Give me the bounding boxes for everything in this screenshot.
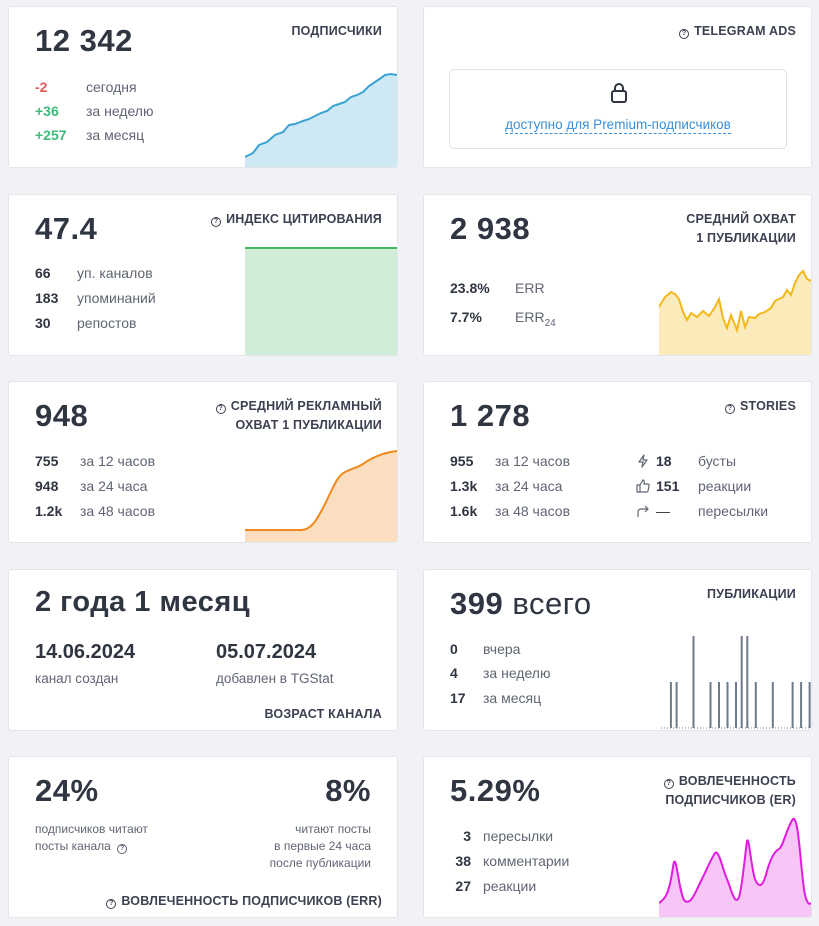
telegram-ads-title: ? TELEGRAM ADS — [679, 22, 796, 41]
stories-48h: 1.6k за 48 часов — [450, 503, 571, 519]
added-date: 05.07.2024 — [216, 641, 317, 663]
subscribers-title: ПОДПИСЧИКИ — [291, 24, 382, 38]
publications-bar-chart — [661, 636, 811, 729]
citation-index-value: 47.4 — [35, 211, 98, 246]
citation-mentions: 183 упоминаний — [35, 290, 156, 306]
stories-12h: 955 за 12 часов — [450, 453, 571, 469]
er-title: ? ВОВЛЕЧЕННОСТЬ ПОДПИСЧИКОВ (ER) — [663, 774, 796, 807]
ad-reach-48h: 1.2k за 48 часов — [35, 503, 156, 519]
subscribers-sparkline — [245, 72, 397, 167]
stories-title: ? STORIES — [724, 397, 796, 416]
publication-bar — [718, 682, 720, 728]
publication-bar — [726, 682, 729, 728]
ad-reach-24h: 948 за 24 часа — [35, 478, 148, 494]
channel-age-footer: ВОЗРАСТ КАНАЛА — [264, 707, 382, 721]
read-percent: 24% — [35, 773, 99, 808]
ad-reach-card[interactable]: 948 ? СРЕДНИЙ РЕКЛАМНЫЙ ОХВАТ 1 ПУБЛИКАЦИИ… — [8, 381, 398, 543]
info-icon[interactable]: ? — [211, 217, 222, 227]
citation-index-title: ? ИНДЕКС ЦИТИРОВАНИЯ — [211, 210, 382, 229]
publications-card[interactable]: 399 всего ПУБЛИКАЦИИ 0 вчера 4 за неделю 1… — [423, 569, 812, 731]
publication-bar — [771, 682, 774, 728]
citation-reposts: 30 репостов — [35, 315, 137, 331]
premium-lock-box: доступно для Premium-подписчиков — [449, 69, 787, 149]
telegram-ads-card: ? TELEGRAM ADS доступно для Premium-подпи… — [423, 6, 812, 168]
er-forwards: 3 пересылки — [463, 828, 554, 844]
forward-icon — [637, 505, 649, 517]
stories-card[interactable]: 1 278 ? STORIES 955 за 12 часов 1.3k за 24 … — [423, 381, 812, 543]
ad-reach-chart — [245, 450, 397, 542]
er-value: 5.29% — [450, 773, 541, 808]
info-icon[interactable]: ? — [106, 899, 117, 909]
lock-icon — [611, 83, 627, 103]
average-reach-sparkline — [659, 269, 811, 355]
citation-chart — [245, 247, 397, 355]
publications-title: ПУБЛИКАЦИИ — [707, 587, 796, 601]
publications-week: 4 за неделю — [450, 665, 551, 681]
read-percent-description: подписчиков читают посты канала ? — [35, 822, 148, 854]
publication-bar — [746, 636, 749, 728]
average-reach-title: СРЕДНИЙ ОХВАТ 1 ПУБЛИКАЦИИ — [686, 212, 796, 245]
publication-bar — [709, 682, 712, 728]
publication-bar — [808, 682, 811, 728]
publication-bar — [800, 682, 803, 728]
publications-yesterday: 0 вчера — [450, 641, 521, 657]
publication-bar — [692, 636, 695, 728]
stories-reactions: 151 реакции — [636, 478, 751, 494]
err24-row: 7.7% ERR24 — [450, 309, 556, 329]
info-icon[interactable]: ? — [724, 404, 735, 414]
subscribers-count: 12 342 — [35, 23, 133, 58]
err-row: 23.8% ERR — [450, 280, 545, 296]
err-engagement-card[interactable]: 24% 8% подписчиков читают посты канала ?… — [8, 756, 398, 918]
read-24h-description: читают посты в первые 24 часа после публ… — [269, 822, 371, 870]
created-label: канал создан — [35, 671, 119, 686]
publication-bar — [735, 682, 737, 728]
citation-channels: 66 уп. каналов — [35, 265, 153, 281]
info-icon[interactable]: ? — [215, 404, 226, 414]
premium-link[interactable]: доступно для Premium-подписчиков — [505, 117, 731, 134]
citation-index-card[interactable]: 47.4 ? ИНДЕКС ЦИТИРОВАНИЯ 66 уп. каналов 1… — [8, 194, 398, 356]
channel-age-card: 2 года 1 месяц 14.06.2024 канал создан 0… — [8, 569, 398, 731]
added-label: добавлен в TGStat — [216, 671, 334, 686]
publications-value: 399 всего — [450, 586, 592, 621]
er-reactions: 27 реакции — [455, 878, 537, 894]
er-sparkline — [659, 817, 811, 917]
average-reach-card[interactable]: 2 938 СРЕДНИЙ ОХВАТ 1 ПУБЛИКАЦИИ 23.8% ERR… — [423, 194, 812, 356]
er-card[interactable]: 5.29% ? ВОВЛЕЧЕННОСТЬ ПОДПИСЧИКОВ (ER) 3 пе… — [423, 756, 812, 918]
stories-forwards: — пересылки — [636, 503, 768, 519]
er-comments: 38 комментарии — [455, 853, 570, 869]
publication-bar — [675, 682, 678, 728]
stories-24h: 1.3k за 24 часа — [450, 478, 563, 494]
info-icon[interactable]: ? — [117, 844, 128, 854]
subscribers-card[interactable]: 12 342 ПОДПИСЧИКИ -2 сегодня +36 за неделю… — [8, 6, 398, 168]
publication-bar — [791, 682, 794, 728]
publication-bar — [669, 682, 672, 728]
publication-bar — [754, 682, 757, 728]
ad-reach-12h: 755 за 12 часов — [35, 453, 156, 469]
channel-age-value: 2 года 1 месяц — [35, 586, 251, 618]
average-reach-value: 2 938 — [450, 211, 531, 246]
info-icon[interactable]: ? — [663, 779, 674, 789]
subscribers-month: +257 за месяц — [35, 127, 145, 143]
err-engagement-footer: ? ВОВЛЕЧЕННОСТЬ ПОДПИСЧИКОВ (ERR) — [106, 892, 382, 911]
lightning-icon — [638, 454, 648, 468]
stories-value: 1 278 — [450, 398, 531, 433]
created-date: 14.06.2024 — [35, 641, 136, 663]
info-icon[interactable]: ? — [679, 29, 690, 39]
publication-bar — [740, 636, 743, 728]
subscribers-today: -2 сегодня — [35, 79, 137, 95]
ad-reach-value: 948 — [35, 398, 89, 433]
read-24h-percent: 8% — [325, 773, 371, 808]
ad-reach-title: ? СРЕДНИЙ РЕКЛАМНЫЙ ОХВАТ 1 ПУБЛИКАЦИИ — [215, 397, 382, 435]
stories-boosts: 18 бусты — [636, 453, 736, 469]
thumbs-up-icon — [636, 479, 650, 493]
publications-month: 17 за месяц — [450, 690, 542, 706]
subscribers-week: +36 за неделю — [35, 103, 154, 119]
